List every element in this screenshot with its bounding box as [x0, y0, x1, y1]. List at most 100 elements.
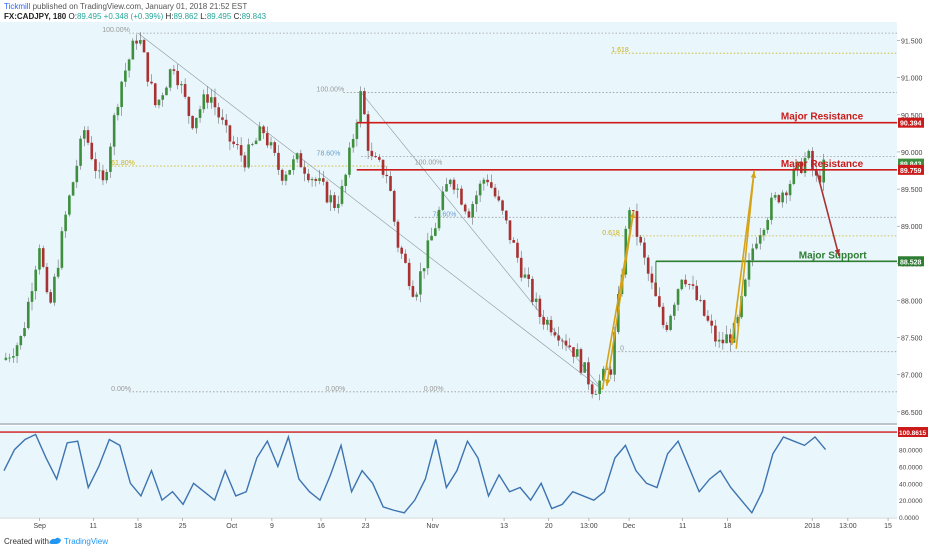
candle-body — [635, 211, 639, 237]
candle-body — [131, 40, 135, 60]
publish-info: Tickmill published on TradingView.com, J… — [4, 2, 247, 11]
candle-body — [687, 284, 691, 285]
candle-body — [497, 196, 501, 201]
candle-body — [818, 175, 822, 183]
candle-body — [799, 161, 803, 174]
candle-body — [195, 117, 198, 129]
candle-body — [15, 345, 19, 357]
candle-body — [19, 335, 23, 346]
candle-body — [359, 91, 362, 123]
candle-body — [508, 220, 512, 241]
candle-body — [650, 273, 654, 283]
candle-body — [183, 84, 187, 97]
candle-body — [45, 266, 49, 293]
candle-body — [258, 126, 262, 141]
projection-arrow-head — [605, 379, 611, 386]
price-tag-label: 88.528 — [900, 259, 922, 266]
candle-body — [172, 69, 176, 71]
price-chart[interactable]: 91.500 91.000 90.500 90.000 89.500 89.000 88.5… — [0, 22, 932, 532]
candle-body — [471, 204, 474, 218]
fib-label: 0.618 — [602, 230, 620, 237]
candle-body — [669, 315, 672, 330]
candle-body — [82, 130, 86, 139]
candle-body — [721, 339, 725, 344]
published-text: published on TradingView.com, January 01… — [32, 2, 248, 11]
candle-body — [463, 204, 467, 212]
fib-label: 0 — [620, 346, 624, 353]
candle-body — [628, 210, 631, 229]
candle-body — [542, 316, 545, 325]
fib-label: 100.00% — [317, 87, 345, 94]
candle-body — [448, 179, 452, 185]
author-link[interactable]: Tickmill — [4, 2, 31, 11]
candle-body — [8, 357, 11, 359]
candle-body — [434, 228, 437, 236]
price-tick-label: 90.500 — [901, 113, 923, 120]
candle-body — [673, 304, 676, 316]
candle-body — [86, 130, 90, 143]
candle-body — [284, 174, 288, 181]
candle-body — [579, 349, 583, 373]
candle-body — [460, 188, 463, 205]
candle-body — [68, 195, 71, 215]
price-tick-label: 91.000 — [901, 76, 923, 83]
symbol-label[interactable]: FX:CADJPY, 180 — [4, 12, 67, 21]
candle-body — [639, 236, 643, 243]
candle-body — [321, 178, 325, 182]
candle-body — [30, 291, 34, 302]
candle-body — [336, 203, 340, 208]
candle-body — [277, 152, 280, 170]
candle-body — [370, 150, 374, 157]
oscillator-tick-label: 40.0000 — [899, 481, 923, 488]
candle-body — [504, 210, 508, 221]
candle-body — [404, 253, 407, 263]
candle-body — [254, 140, 258, 145]
candle-body — [598, 380, 601, 395]
candle-body — [292, 159, 295, 171]
price-tag — [898, 117, 924, 128]
projection-arrow — [735, 171, 755, 349]
candle-body — [605, 368, 609, 370]
candle-body — [228, 125, 232, 142]
candle-body — [236, 144, 239, 146]
candle-body — [165, 87, 168, 96]
fib-trend-line — [137, 32, 603, 390]
candle-body — [788, 183, 792, 196]
candle-body — [568, 345, 572, 348]
candle-body — [762, 229, 766, 236]
forecast-arrow — [815, 170, 840, 257]
candle-body — [747, 260, 751, 280]
time-tick-label: 16 — [317, 523, 325, 530]
candle-body — [441, 191, 445, 210]
candle-body — [792, 168, 796, 184]
footer: Created with TradingView — [0, 532, 932, 550]
time-tick-label: 13 — [500, 523, 508, 530]
candle-body — [725, 334, 728, 344]
candle-body — [482, 179, 486, 184]
time-tick-label: Dec — [623, 523, 636, 530]
candle-body — [120, 81, 123, 108]
candle-body — [142, 39, 146, 53]
open-value: 89.495 — [76, 12, 102, 21]
candle-body — [523, 274, 527, 278]
candle-body — [64, 214, 67, 232]
candle-body — [706, 315, 710, 321]
candle-body — [251, 144, 254, 145]
candle-body — [777, 195, 781, 203]
level-label: Major Resistance — [781, 112, 864, 123]
time-tick-label: Nov — [426, 523, 439, 530]
candle-body — [803, 158, 807, 174]
candle-body — [348, 147, 351, 175]
price-tag-label: 90.394 — [900, 121, 922, 128]
price-tick-label: 89.000 — [901, 224, 923, 231]
candle-body — [38, 248, 41, 270]
candle-body — [307, 173, 310, 181]
candle-body — [381, 159, 385, 175]
time-tick-label: 18 — [723, 523, 731, 530]
candle-body — [680, 279, 684, 290]
low-label: L: — [200, 12, 207, 21]
tradingview-brand[interactable]: TradingView — [64, 537, 109, 546]
candle-body — [665, 325, 669, 330]
candle-body — [340, 185, 344, 204]
candle-body — [53, 276, 56, 303]
